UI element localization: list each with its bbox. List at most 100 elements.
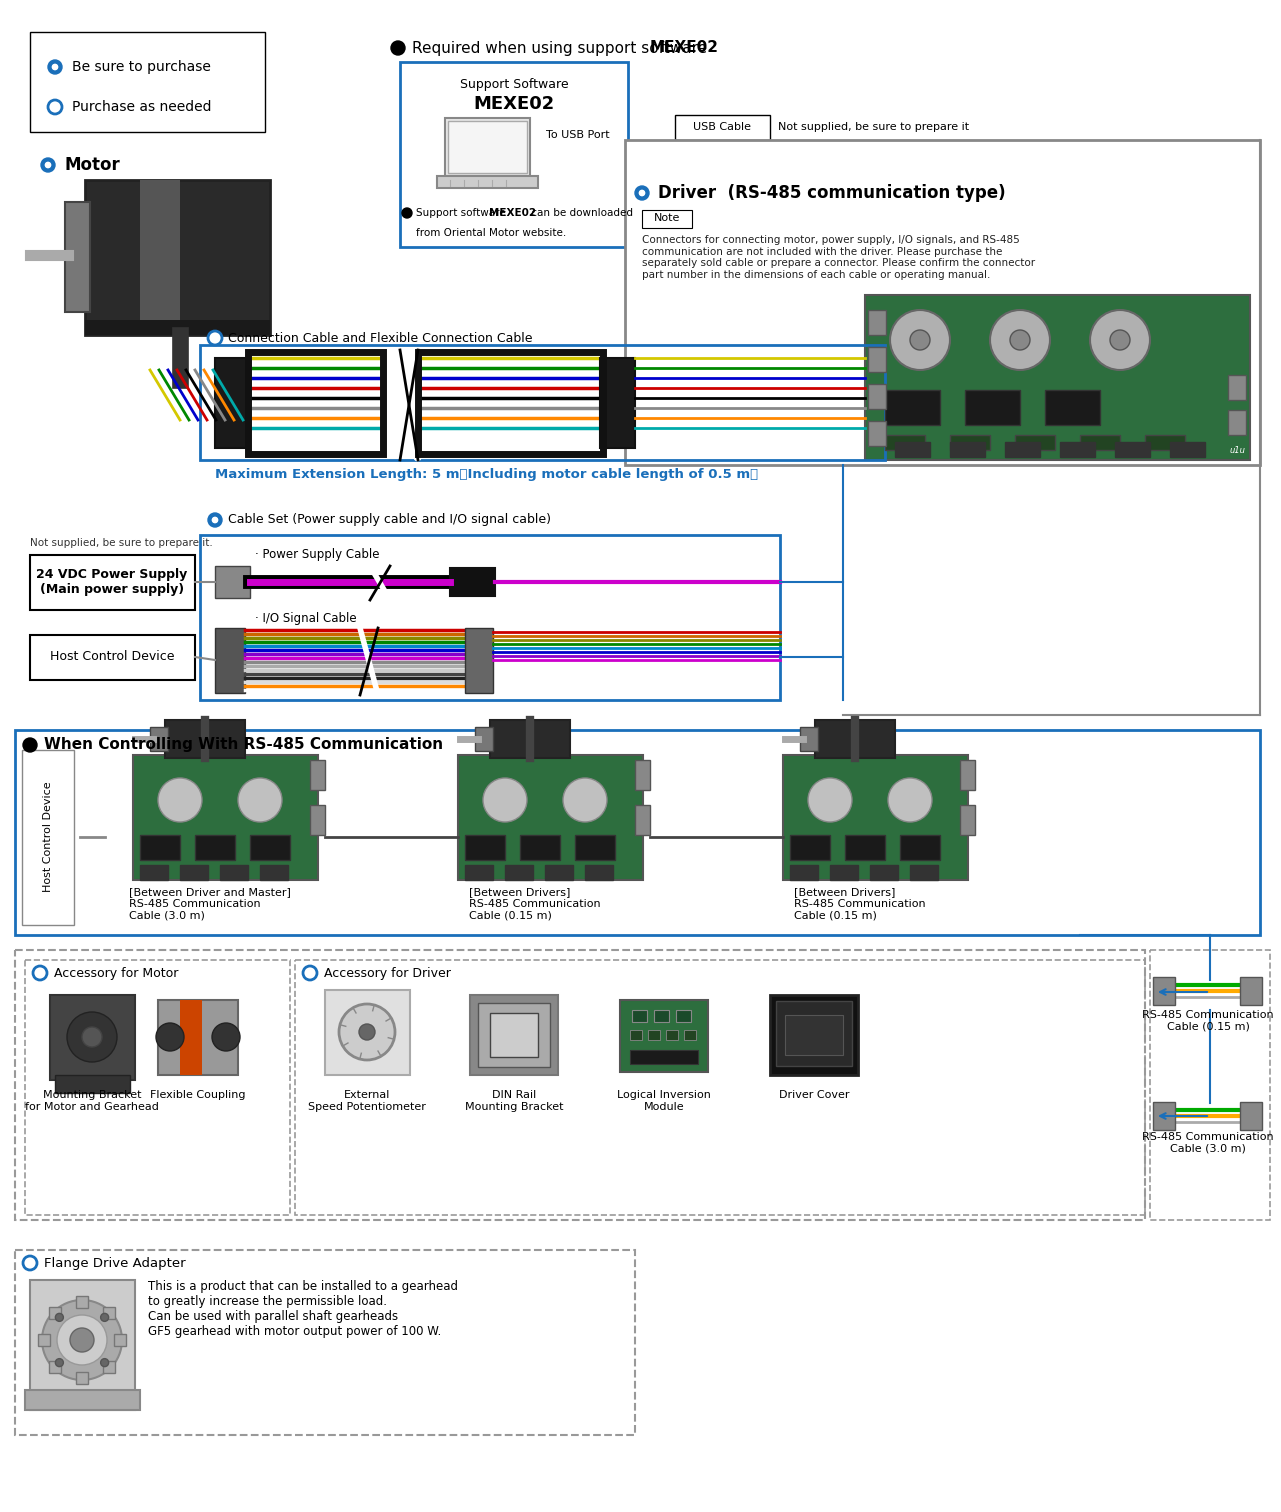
Bar: [910, 865, 938, 880]
Bar: [1153, 977, 1175, 1005]
Circle shape: [156, 1024, 184, 1051]
Bar: [76, 1296, 88, 1308]
Bar: [1045, 390, 1100, 425]
Text: Accessory for Motor: Accessory for Motor: [54, 966, 178, 980]
Bar: [50, 995, 135, 1080]
Circle shape: [402, 209, 412, 218]
Bar: [102, 1308, 115, 1318]
Bar: [544, 865, 573, 880]
Bar: [959, 804, 975, 835]
Text: Driver Cover: Driver Cover: [779, 1090, 849, 1101]
Bar: [140, 835, 181, 860]
Circle shape: [888, 779, 933, 823]
Bar: [885, 435, 925, 451]
Bar: [815, 720, 895, 758]
Bar: [491, 720, 570, 758]
Bar: [625, 141, 1261, 466]
Bar: [418, 352, 603, 454]
Bar: [29, 635, 195, 680]
Bar: [642, 210, 692, 228]
Bar: [15, 950, 1145, 1220]
Text: Support software: Support software: [416, 209, 509, 218]
Text: Flexible Coupling: Flexible Coupling: [150, 1090, 246, 1101]
Bar: [140, 865, 168, 880]
Text: Connection Cable and Flexible Connection Cable: Connection Cable and Flexible Connection…: [228, 331, 533, 345]
Circle shape: [304, 966, 316, 980]
Text: Mounting Bracket
for Motor and Gearhead: Mounting Bracket for Motor and Gearhead: [26, 1090, 159, 1111]
Bar: [1240, 1102, 1262, 1129]
Text: [Between Driver and Master]
RS-485 Communication
Cable (3.0 m): [Between Driver and Master] RS-485 Commu…: [129, 888, 291, 921]
Bar: [215, 565, 250, 599]
Text: External
Speed Potentiometer: External Speed Potentiometer: [307, 1090, 427, 1111]
Bar: [901, 835, 940, 860]
Bar: [114, 1334, 126, 1346]
Circle shape: [53, 65, 58, 70]
Bar: [1153, 1102, 1175, 1129]
Bar: [65, 203, 90, 311]
Bar: [38, 1334, 50, 1346]
Bar: [951, 435, 990, 451]
Bar: [790, 835, 830, 860]
Circle shape: [82, 1027, 102, 1046]
Text: Host Control Device: Host Control Device: [44, 782, 53, 892]
Bar: [635, 804, 649, 835]
Bar: [632, 1010, 647, 1022]
Text: Note: Note: [653, 213, 680, 222]
Text: This is a product that can be installed to a gearhead
to greatly increase the pe: This is a product that can be installed …: [149, 1281, 459, 1338]
Bar: [585, 865, 614, 880]
Bar: [1059, 442, 1095, 457]
Text: Not supplied, be sure to prepare it.: Not supplied, be sure to prepare it.: [29, 538, 213, 547]
Text: Maximum Extension Length: 5 m（Including motor cable length of 0.5 m）: Maximum Extension Length: 5 m（Including …: [215, 469, 758, 481]
Text: Host Control Device: Host Control Device: [50, 650, 174, 664]
Bar: [310, 804, 325, 835]
Text: MEXE02: MEXE02: [649, 41, 719, 56]
Bar: [776, 1001, 852, 1066]
Bar: [220, 865, 249, 880]
Circle shape: [45, 162, 51, 168]
Bar: [951, 442, 985, 457]
Bar: [790, 865, 819, 880]
Text: [Between Drivers]
RS-485 Communication
Cable (0.15 m): [Between Drivers] RS-485 Communication C…: [469, 888, 601, 921]
Circle shape: [55, 1359, 63, 1367]
Text: MEXE02: MEXE02: [489, 209, 537, 218]
Bar: [630, 1030, 642, 1040]
Bar: [49, 1361, 61, 1373]
Bar: [1015, 435, 1056, 451]
Text: USB Cable: USB Cable: [693, 122, 751, 132]
Bar: [215, 627, 245, 692]
Text: · Power Supply Cable: · Power Supply Cable: [255, 547, 379, 561]
Bar: [801, 727, 819, 751]
Bar: [85, 180, 270, 336]
Bar: [55, 1075, 129, 1093]
Text: · I/O Signal Cable: · I/O Signal Cable: [255, 612, 356, 624]
Bar: [630, 1049, 698, 1064]
Bar: [295, 960, 1145, 1216]
Bar: [260, 865, 288, 880]
Text: can be downloaded: can be downloaded: [528, 209, 633, 218]
Circle shape: [101, 1314, 109, 1321]
Circle shape: [42, 1300, 122, 1380]
Text: Required when using support software: Required when using support software: [412, 41, 712, 56]
Bar: [1170, 442, 1205, 457]
Text: To USB Port: To USB Port: [546, 130, 610, 141]
Circle shape: [910, 330, 930, 349]
Circle shape: [238, 779, 282, 823]
Bar: [465, 835, 505, 860]
Bar: [437, 175, 538, 187]
Text: Flange Drive Adapter: Flange Drive Adapter: [44, 1256, 186, 1270]
Text: Not supplied, be sure to prepare it: Not supplied, be sure to prepare it: [778, 122, 970, 132]
Text: Be sure to purchase: Be sure to purchase: [72, 60, 211, 74]
Bar: [22, 750, 74, 925]
Text: from Oriental Motor website.: from Oriental Motor website.: [416, 228, 566, 237]
Circle shape: [808, 779, 852, 823]
Circle shape: [208, 331, 222, 345]
Text: RS-485 Communication
Cable (0.15 m): RS-485 Communication Cable (0.15 m): [1143, 1010, 1273, 1031]
Circle shape: [1090, 310, 1150, 370]
Bar: [505, 865, 533, 880]
Circle shape: [359, 1024, 375, 1040]
Bar: [965, 390, 1020, 425]
Bar: [140, 180, 181, 336]
Bar: [400, 62, 628, 246]
Text: Driver  (RS-485 communication type): Driver (RS-485 communication type): [658, 184, 1006, 203]
Bar: [895, 442, 930, 457]
